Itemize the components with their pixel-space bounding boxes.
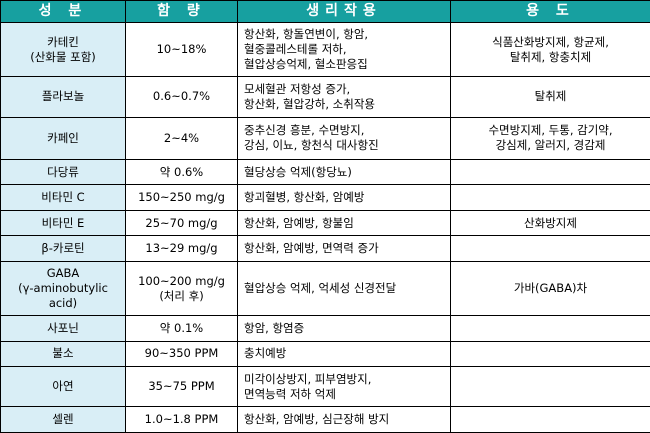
table-body: 카테킨 (산화물 포함) 10~18% 항산화, 항돌연변이, 항암, 혈중콜레…: [0, 21, 650, 433]
use-cell: 산화방지제: [450, 209, 650, 237]
use-cell: [450, 235, 650, 262]
table-row: 셀렌 1.0~1.8 PPM 항산화, 암예방, 심근장해 방지: [0, 406, 650, 433]
component-cell: 셀렌: [0, 406, 126, 433]
effect-cell: 항암, 항염증: [237, 315, 451, 342]
component-cell: 불소: [0, 340, 126, 368]
amount-cell: 90~350 PPM: [125, 340, 238, 368]
component-cell: 비타민 C: [0, 184, 126, 211]
table-row: GABA (γ-aminobutylic acid) 100~200 mg/g …: [0, 260, 650, 317]
component-cell: GABA (γ-aminobutylic acid): [0, 260, 126, 317]
amount-cell: 약 0.1%: [125, 315, 238, 342]
table-header: 성 분 함 량 생리작용 용 도: [0, 0, 650, 23]
amount-cell: 25~70 mg/g: [125, 209, 238, 237]
amount-cell: 100~200 mg/g (처리 후): [125, 260, 238, 317]
amount-cell: 35~75 PPM: [125, 366, 238, 408]
amount-cell: 1.0~1.8 PPM: [125, 406, 238, 433]
table-row: 사포닌 약 0.1% 항암, 항염증: [0, 315, 650, 342]
use-cell: 수면방지제, 두통, 감기약, 강심제, 알러지, 경감제: [450, 116, 650, 161]
table-row: 다당류 약 0.6% 혈당상승 억제(항당뇨): [0, 158, 650, 186]
header-component: 성 분: [0, 0, 126, 23]
use-cell: 가바(GABA)차: [450, 260, 650, 317]
effect-cell: 혈당상승 억제(항당뇨): [237, 158, 451, 186]
table-row: 비타민 E 25~70 mg/g 항산화, 암예방, 항불임 산화방지제: [0, 209, 650, 237]
amount-cell: 10~18%: [125, 21, 238, 78]
table-row: 아연 35~75 PPM 미각이상방지, 피부염방지, 면역능력 저하 억제: [0, 366, 650, 408]
table-row: 비타민 C 150~250 mg/g 항괴혈병, 항산화, 암예방: [0, 184, 650, 211]
use-cell: [450, 315, 650, 342]
component-cell: β-카로틴: [0, 235, 126, 262]
table-row: 플라보놀 0.6~0.7% 모세혈관 저항성 증가, 항산화, 혈압강하, 소취…: [0, 76, 650, 118]
use-cell: [450, 340, 650, 368]
amount-cell: 13~29 mg/g: [125, 235, 238, 262]
effect-cell: 항산화, 암예방, 심근장해 방지: [237, 406, 451, 433]
table-row: 카페인 2~4% 중추신경 흥분, 수면방지, 강심, 이뇨, 항천식 대사항진…: [0, 116, 650, 161]
effect-cell: 미각이상방지, 피부염방지, 면역능력 저하 억제: [237, 366, 451, 408]
component-cell: 비타민 E: [0, 209, 126, 237]
amount-cell: 2~4%: [125, 116, 238, 161]
header-amount: 함 량: [125, 0, 238, 23]
use-cell: 식품산화방지제, 항균제, 탈취제, 항충치제: [450, 21, 650, 78]
component-cell: 사포닌: [0, 315, 126, 342]
effect-cell: 혈압상승 억제, 억세성 신경전달: [237, 260, 451, 317]
table-row: 불소 90~350 PPM 충치예방: [0, 340, 650, 368]
use-cell: [450, 366, 650, 408]
header-row: 성 분 함 량 생리작용 용 도: [0, 0, 650, 23]
table-row: β-카로틴 13~29 mg/g 항산화, 암예방, 면역력 증가: [0, 235, 650, 262]
effect-cell: 항산화, 항돌연변이, 항암, 혈중콜레스테롤 저하, 혈압상승억제, 혈소판응…: [237, 21, 451, 78]
effect-cell: 항산화, 암예방, 항불임: [237, 209, 451, 237]
header-use: 용 도: [450, 0, 650, 23]
use-cell: [450, 158, 650, 186]
header-effect: 생리작용: [237, 0, 451, 23]
effect-cell: 충치예방: [237, 340, 451, 368]
component-cell: 카테킨 (산화물 포함): [0, 21, 126, 78]
component-cell: 플라보놀: [0, 76, 126, 118]
table-row: 카테킨 (산화물 포함) 10~18% 항산화, 항돌연변이, 항암, 혈중콜레…: [0, 21, 650, 78]
effect-cell: 항괴혈병, 항산화, 암예방: [237, 184, 451, 211]
amount-cell: 150~250 mg/g: [125, 184, 238, 211]
effect-cell: 중추신경 흥분, 수면방지, 강심, 이뇨, 항천식 대사항진: [237, 116, 451, 161]
component-cell: 아연: [0, 366, 126, 408]
effect-cell: 항산화, 암예방, 면역력 증가: [237, 235, 451, 262]
effect-cell: 모세혈관 저항성 증가, 항산화, 혈압강하, 소취작용: [237, 76, 451, 118]
component-cell: 다당류: [0, 158, 126, 186]
use-cell: 탈취제: [450, 76, 650, 118]
amount-cell: 약 0.6%: [125, 158, 238, 186]
component-cell: 카페인: [0, 116, 126, 161]
use-cell: [450, 184, 650, 211]
use-cell: [450, 406, 650, 433]
amount-cell: 0.6~0.7%: [125, 76, 238, 118]
